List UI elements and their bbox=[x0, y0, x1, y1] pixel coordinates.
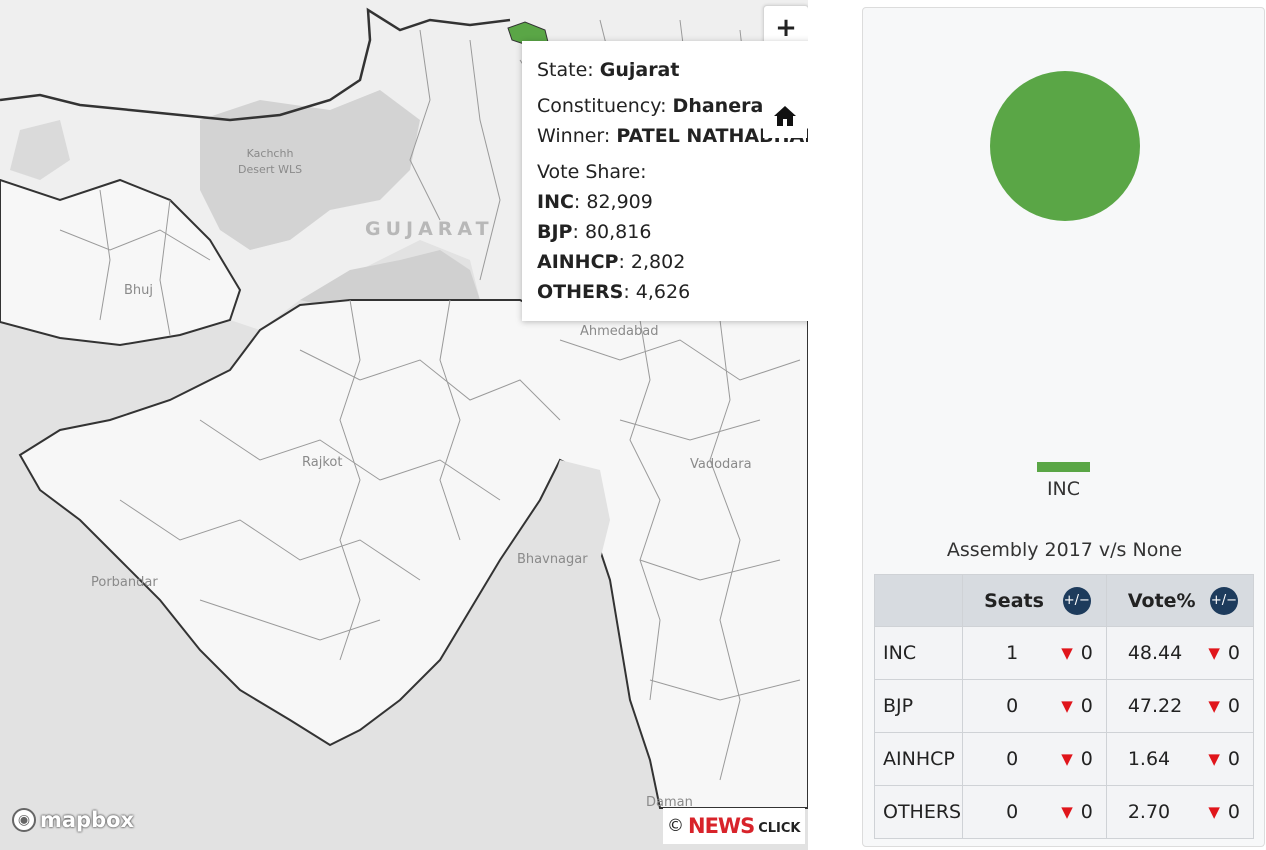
row-party: OTHERS bbox=[873, 785, 964, 839]
header-vote: Vote% +/− bbox=[1105, 574, 1255, 627]
newsclick-brand-news: NEWS bbox=[688, 814, 755, 838]
copyright-symbol: © bbox=[667, 816, 684, 836]
reset-view-button[interactable] bbox=[763, 94, 807, 138]
row-party: BJP bbox=[873, 679, 964, 733]
place-kachchh: Kachchh Desert WLS bbox=[238, 147, 303, 176]
newsclick-credit[interactable]: © NEWS CLICK bbox=[663, 808, 805, 844]
mapbox-logo[interactable]: ◉ mapbox bbox=[12, 808, 134, 832]
down-arrow-icon: ▼ bbox=[1061, 750, 1073, 768]
tooltip-vote-bjp: BJP: 80,816 bbox=[537, 221, 652, 243]
seats-value: 0 bbox=[1006, 695, 1019, 717]
seats-value: 1 bbox=[1006, 642, 1019, 664]
mapbox-icon: ◉ bbox=[12, 808, 36, 832]
comparison-table: Seats +/− Vote% +/− INC 1 ▼ 0 48.44 ▼ 0 BJ… bbox=[873, 574, 1255, 839]
down-arrow-icon: ▼ bbox=[1208, 644, 1220, 662]
table-row: BJP 0 ▼ 0 47.22 ▼ 0 bbox=[873, 679, 1255, 733]
vote-value: 1.64 bbox=[1127, 748, 1171, 770]
place-rajkot: Rajkot bbox=[302, 455, 343, 470]
table-row: INC 1 ▼ 0 48.44 ▼ 0 bbox=[873, 626, 1255, 680]
vote-value: 2.70 bbox=[1127, 801, 1171, 823]
mapbox-text: mapbox bbox=[40, 808, 135, 832]
vote-value: 47.22 bbox=[1127, 695, 1183, 717]
row-vote: 2.70 ▼ 0 bbox=[1105, 785, 1255, 839]
down-arrow-icon: ▼ bbox=[1208, 697, 1220, 715]
row-vote: 1.64 ▼ 0 bbox=[1105, 732, 1255, 786]
table-row: OTHERS 0 ▼ 0 2.70 ▼ 0 bbox=[873, 785, 1255, 839]
place-bhuj: Bhuj bbox=[124, 283, 154, 298]
header-seats: Seats +/− bbox=[962, 574, 1107, 627]
comparison-title: Assembly 2017 v/s None bbox=[946, 539, 1183, 561]
down-arrow-icon: ▼ bbox=[1208, 803, 1220, 821]
tooltip-winner: Winner: PATEL NATHABHAI HEGOLABHAI bbox=[537, 125, 808, 147]
down-arrow-icon: ▼ bbox=[1061, 644, 1073, 662]
row-party: AINHCP bbox=[873, 732, 964, 786]
place-bhavnagar: Bhavnagar bbox=[517, 552, 588, 567]
map-canvas[interactable]: Kachchh Desert WLS GUJARAT Bhuj Ahmedaba… bbox=[0, 0, 808, 850]
place-state: GUJARAT bbox=[365, 218, 494, 240]
place-porbandar: Porbandar bbox=[91, 575, 158, 590]
vote-change: 0 bbox=[1227, 801, 1240, 823]
table-header-row: Seats +/− Vote% +/− bbox=[873, 574, 1255, 627]
place-vadodara: Vadodara bbox=[690, 457, 752, 472]
tooltip-vote-share-label: Vote Share: bbox=[537, 161, 647, 183]
constituency-tooltip: State: Gujarat Constituency: Dhanera Win… bbox=[522, 41, 808, 321]
vote-change: 0 bbox=[1227, 642, 1240, 664]
place-ahmedabad: Ahmedabad bbox=[580, 324, 659, 339]
row-seats: 0 ▼ 0 bbox=[962, 732, 1107, 786]
vote-toggle-button[interactable]: +/− bbox=[1210, 586, 1238, 615]
legend-swatch-inc bbox=[1037, 462, 1090, 472]
row-seats: 0 ▼ 0 bbox=[962, 679, 1107, 733]
header-seats-label: Seats bbox=[984, 589, 1044, 612]
results-panel: INC Assembly 2017 v/s None Seats +/− Vot… bbox=[862, 7, 1265, 847]
seats-change: 0 bbox=[1080, 748, 1093, 770]
row-seats: 0 ▼ 0 bbox=[962, 785, 1107, 839]
seats-change: 0 bbox=[1080, 642, 1093, 664]
header-party bbox=[873, 574, 964, 627]
vote-change: 0 bbox=[1227, 748, 1240, 770]
down-arrow-icon: ▼ bbox=[1208, 750, 1220, 768]
seats-value: 0 bbox=[1006, 801, 1019, 823]
seats-change: 0 bbox=[1080, 801, 1093, 823]
tooltip-vote-inc: INC: 82,909 bbox=[537, 191, 653, 213]
pie-slice-inc[interactable] bbox=[990, 71, 1140, 221]
seats-value: 0 bbox=[1006, 748, 1019, 770]
down-arrow-icon: ▼ bbox=[1061, 803, 1073, 821]
tooltip-state: State: Gujarat bbox=[537, 59, 680, 81]
row-party: INC bbox=[873, 626, 964, 680]
table-row: AINHCP 0 ▼ 0 1.64 ▼ 0 bbox=[873, 732, 1255, 786]
pie-legend: INC bbox=[1037, 462, 1090, 500]
seats-change: 0 bbox=[1080, 695, 1093, 717]
tooltip-constituency: Constituency: Dhanera bbox=[537, 95, 764, 117]
home-icon bbox=[774, 106, 796, 126]
vote-value: 48.44 bbox=[1127, 642, 1183, 664]
row-vote: 47.22 ▼ 0 bbox=[1105, 679, 1255, 733]
tooltip-vote-ainhcp: AINHCP: 2,802 bbox=[537, 251, 686, 273]
row-vote: 48.44 ▼ 0 bbox=[1105, 626, 1255, 680]
header-vote-label: Vote% bbox=[1127, 589, 1196, 612]
newsclick-brand-click: CLICK bbox=[758, 821, 801, 836]
seats-toggle-button[interactable]: +/− bbox=[1062, 586, 1091, 615]
row-seats: 1 ▼ 0 bbox=[962, 626, 1107, 680]
down-arrow-icon: ▼ bbox=[1061, 697, 1073, 715]
legend-label-inc: INC bbox=[1046, 478, 1081, 500]
place-daman: Daman bbox=[646, 795, 693, 810]
vote-change: 0 bbox=[1227, 695, 1240, 717]
vote-share-pie bbox=[990, 71, 1140, 221]
tooltip-vote-others: OTHERS: 4,626 bbox=[537, 281, 691, 303]
